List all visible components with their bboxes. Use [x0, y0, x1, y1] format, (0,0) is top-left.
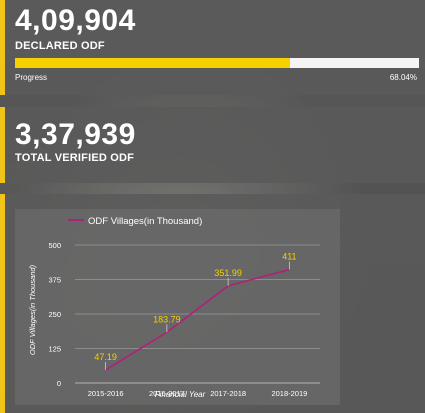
chart-card: 0 125 250 375 500 2015-2016 2016-2017 2017-201…	[0, 194, 425, 413]
x-tick-label: 2018-2019	[271, 389, 307, 398]
verified-odf-card: 3,37,939 TOTAL VERIFIED ODF	[0, 107, 425, 183]
y-tick-label: 500	[48, 241, 61, 250]
y-tick-label: 125	[48, 345, 61, 354]
series-points	[105, 261, 290, 370]
x-tick-label: 2017-2018	[210, 389, 246, 398]
y-tick-label: 0	[57, 379, 61, 388]
y-axis-title: ODF Villages(in Thousand)	[28, 264, 37, 355]
declared-odf-label: DECLARED ODF	[15, 40, 105, 52]
data-label: 351.99	[214, 268, 242, 278]
declared-odf-card: 4,09,904 DECLARED ODF Progress 68.04%	[0, 0, 425, 95]
chart-grid	[75, 244, 320, 384]
x-tick-label: 2016-2017	[149, 389, 185, 398]
odf-villages-chart: 0 125 250 375 500 2015-2016 2016-2017 2017-201…	[28, 216, 320, 399]
verified-odf-label: TOTAL VERIFIED ODF	[15, 152, 135, 164]
progress-bar	[15, 58, 419, 68]
data-label: 411	[282, 252, 296, 262]
progress-value: 68.04%	[389, 73, 417, 82]
x-axis-ticks: 2015-2016 2016-2017 2017-2018 2018-2019	[88, 389, 308, 398]
y-axis-ticks: 0 125 250 375 500	[48, 241, 61, 388]
progress-label: Progress	[15, 73, 48, 82]
y-tick-label: 375	[48, 276, 61, 285]
legend-entry: ODF Villages(in Thousand)	[88, 216, 202, 227]
data-label: 183.79	[153, 314, 181, 324]
data-label: 47.19	[94, 352, 117, 362]
x-axis-title: Financial Year	[155, 390, 206, 399]
x-tick-label: 2015-2016	[88, 389, 124, 398]
data-labels: 47.19 183.79 351.99 411	[94, 252, 296, 362]
verified-odf-value: 3,37,939	[15, 118, 136, 151]
series-line-odf-villages	[105, 268, 290, 371]
declared-odf-value: 4,09,904	[15, 4, 136, 37]
odf-villages-chart-panel: 0 125 250 375 500 2015-2016 2016-2017 2017-201…	[15, 209, 340, 405]
y-tick-label: 250	[48, 310, 61, 319]
chart-legend[interactable]: ODF Villages(in Thousand)	[68, 216, 202, 227]
progress-bar-fill	[15, 58, 290, 68]
